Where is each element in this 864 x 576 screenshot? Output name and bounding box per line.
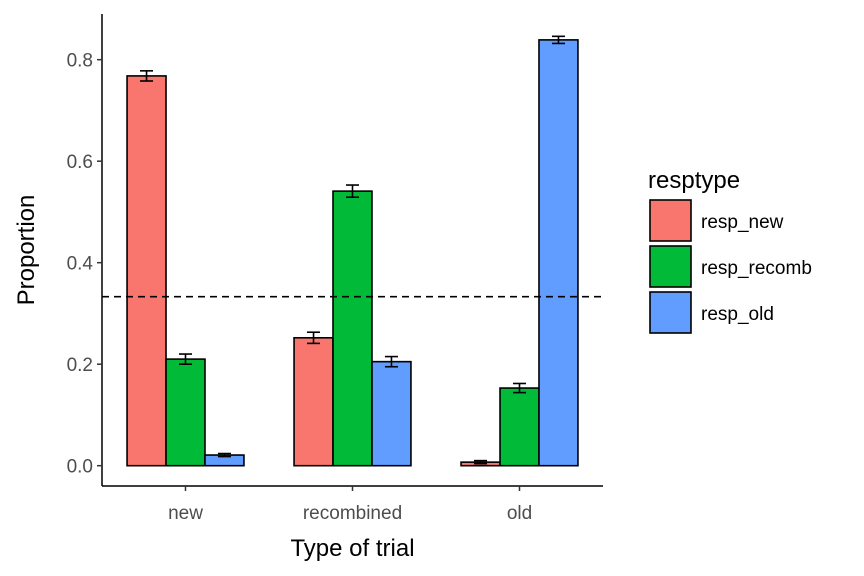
legend-label-resp_new: resp_new bbox=[701, 212, 784, 233]
legend-swatch-resp_new bbox=[649, 199, 692, 242]
legend-label-resp_old: resp_old bbox=[701, 304, 774, 325]
legend-title: resptype bbox=[648, 167, 740, 194]
bar-resp_recomb-new bbox=[165, 358, 206, 467]
x-axis-ticks: new recombined old bbox=[168, 486, 532, 524]
x-tick-label: old bbox=[507, 503, 532, 524]
error-bar-resp_recomb-old bbox=[513, 382, 526, 394]
error-bar-resp_old-old bbox=[551, 35, 565, 45]
bar-resp_new-new bbox=[126, 75, 167, 467]
legend-swatch-resp_old bbox=[649, 291, 692, 334]
legend-label-resp_recomb: resp_recomb bbox=[701, 258, 812, 279]
x-tick-label: recombined bbox=[303, 503, 402, 524]
error-bar-resp_new-recombined bbox=[307, 331, 321, 345]
bar-resp_new-recombined bbox=[293, 337, 334, 467]
bar-resp_old-recombined bbox=[371, 360, 412, 467]
y-tick-label: 0.6 bbox=[67, 152, 93, 173]
legend-swatch-resp_recomb bbox=[649, 245, 692, 288]
bar-resp_recomb-old bbox=[499, 387, 540, 467]
y-tick-label: 0.8 bbox=[67, 51, 93, 72]
legend: resptype resp_new resp_recomb resp_old bbox=[648, 167, 812, 334]
error-bar-resp_recomb-recombined bbox=[346, 184, 359, 199]
bar-resp_recomb-recombined bbox=[332, 190, 373, 467]
x-axis-title: Type of trial bbox=[290, 535, 414, 562]
y-axis-title: Proportion bbox=[13, 195, 40, 306]
y-tick-label: 0.4 bbox=[67, 254, 94, 275]
bar-resp_old-old bbox=[538, 39, 579, 467]
x-tick-label: new bbox=[168, 503, 203, 524]
error-bar-resp_old-new bbox=[217, 452, 231, 458]
y-tick-label: 0.2 bbox=[67, 355, 93, 376]
error-bar-resp_new-new bbox=[140, 70, 154, 82]
error-bar-resp_old-recombined bbox=[384, 355, 398, 368]
error-bar-resp_recomb-new bbox=[179, 353, 192, 365]
y-tick-label: 0.0 bbox=[67, 457, 93, 478]
error-bar-resp_new-old bbox=[474, 459, 488, 465]
y-axis-ticks: 0.0 0.2 0.4 0.6 0.8 bbox=[67, 51, 102, 478]
plot-area bbox=[102, 35, 603, 467]
